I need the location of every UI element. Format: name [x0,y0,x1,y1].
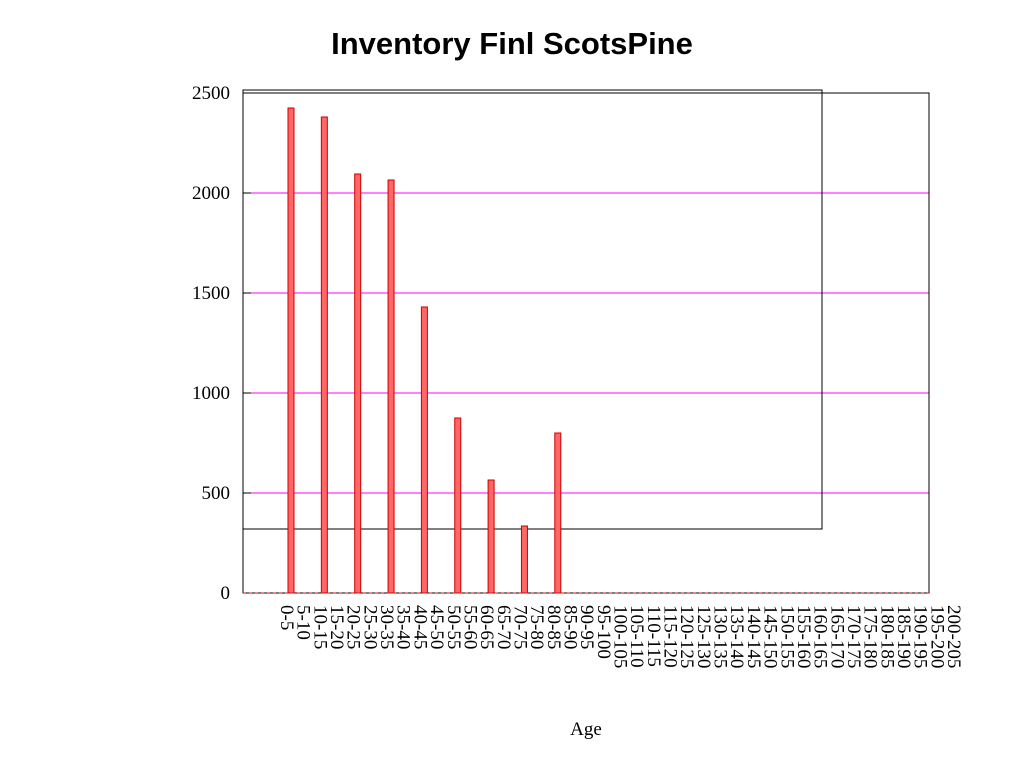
x-tick-label: 120-125 [676,605,697,668]
x-tick-label: 15-20 [326,605,347,649]
x-tick-label: 60-65 [476,605,497,649]
bars [287,107,562,594]
x-tick-label: 105-110 [626,605,647,668]
x-tick-label: 150-155 [776,605,797,668]
x-tick-label: 40-45 [409,605,430,649]
x-tick-label: 165-170 [826,605,847,668]
y-tick-label: 2500 [192,83,230,104]
x-tick-label: 65-70 [493,605,514,649]
bar-60-65 [487,479,495,594]
x-tick-label: 5-10 [293,605,314,640]
x-tick-label: 30-35 [376,605,397,649]
x-tick-label: 180-185 [876,605,897,668]
x-tick-label: 70-75 [509,605,530,649]
y-tick-label: 1500 [192,283,230,304]
x-tick-label: 100-105 [610,605,631,668]
plot-border [242,92,930,594]
x-tick-label: 55-60 [459,605,480,649]
y-axis: 0 500 1000 1500 2000 2500 [192,83,251,604]
bar-40-45 [420,306,428,594]
legend-frame [242,89,823,530]
x-tick-label: 45-50 [426,605,447,649]
x-tick-label: 50-55 [443,605,464,649]
bar-50-55 [454,417,462,594]
x-tick-label: 85-90 [559,605,580,649]
x-tick-label: 95-100 [593,605,614,659]
y-tick-label: 1000 [192,383,230,404]
x-tick-label: 200-205 [943,605,964,668]
x-tick-label: 80-85 [543,605,564,649]
x-tick-label: 130-135 [710,605,731,668]
x-tick-label: 75-80 [526,605,547,649]
x-axis-label: Age [570,719,602,740]
x-tick-label: 25-30 [359,605,380,649]
x-tick-label: 190-195 [910,605,931,668]
bar-30-35 [387,179,395,594]
x-tick-label: 145-150 [760,605,781,668]
bar-20-25 [354,173,362,594]
x-tick-label: 135-140 [726,605,747,668]
x-tick-label: 175-180 [860,605,881,668]
bar-10-15 [320,116,328,594]
y-tick-label: 2000 [192,183,230,204]
x-tick-label: 35-40 [393,605,414,649]
x-tick-label: 110-115 [643,605,664,667]
x-tick-label: 0-5 [276,605,297,630]
chart-title: Inventory Finl ScotsPine [331,26,693,61]
y-tick-label: 0 [221,583,231,604]
bar-80-85 [554,432,562,594]
bar-0-5 [287,107,295,594]
x-tick-label: 185-190 [893,605,914,668]
x-tick-label: 155-160 [793,605,814,668]
grid-lines [243,192,929,494]
x-tick-label: 10-15 [309,605,330,649]
x-tick-label: 160-165 [810,605,831,668]
bar-70-75 [520,525,528,594]
x-axis: 0-55-1010-1515-2020-2525-3030-3535-4040-… [276,605,964,668]
x-tick-label: 20-25 [343,605,364,649]
x-tick-label: 195-200 [926,605,947,668]
x-tick-label: 115-120 [660,605,681,668]
x-tick-label: 140-145 [743,605,764,668]
x-tick-label: 170-175 [843,605,864,668]
y-tick-label: 500 [202,483,231,504]
x-tick-label: 90-95 [576,605,597,649]
x-tick-label: 125-130 [693,605,714,668]
